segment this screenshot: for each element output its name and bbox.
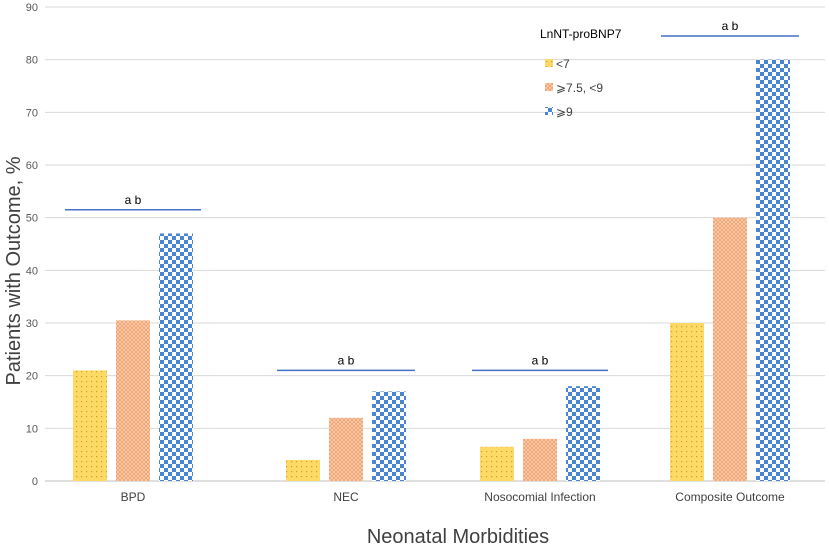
bar: [73, 370, 107, 481]
legend-label: ⩾7.5, <9: [556, 81, 603, 95]
y-tick-label: 60: [26, 160, 38, 172]
y-tick-label: 10: [26, 423, 38, 435]
bar: [523, 438, 557, 481]
x-category-label: Nosocomial Infection: [484, 490, 595, 504]
significance-markers: a b a b a b a b: [65, 19, 799, 372]
legend-swatch: [545, 83, 553, 91]
bar: [329, 417, 363, 481]
y-tick-label: 90: [26, 2, 38, 14]
x-axis-title: Neonatal Morbidities: [367, 526, 549, 548]
legend: LnNT-proBNP7 <7 ⩾7.5, <9 ⩾9: [540, 27, 622, 119]
legend-label: ⩾9: [556, 105, 573, 119]
y-tick-label: 70: [26, 107, 38, 119]
y-tick-label: 40: [26, 265, 38, 277]
legend-swatch: [545, 59, 553, 67]
legend-title: LnNT-proBNP7: [540, 27, 622, 41]
bar: [480, 446, 514, 481]
y-tick-label: 30: [26, 318, 38, 330]
bars: [73, 59, 790, 482]
significance-label: a b: [125, 193, 142, 207]
bar: [116, 320, 150, 481]
y-axis-ticks: 0 10 20 30 40 50 60 70 80 90: [26, 2, 38, 488]
y-tick-label: 80: [26, 55, 38, 67]
y-tick-label: 20: [26, 371, 38, 383]
legend-swatch: [545, 107, 553, 115]
significance-label: a b: [338, 353, 355, 367]
bar: [286, 459, 320, 481]
bar: [566, 386, 600, 481]
bar: [756, 59, 790, 482]
x-category-label: NEC: [333, 490, 359, 504]
bar: [670, 323, 704, 481]
legend-label: <7: [556, 57, 570, 71]
significance-label: a b: [532, 353, 549, 367]
bar: [713, 217, 747, 481]
x-axis-categories: BPD NEC Nosocomial Infection Composite Outc…: [121, 490, 785, 504]
y-tick-label: 50: [26, 213, 38, 225]
y-tick-label: 0: [32, 476, 38, 488]
y-axis-title: Patients with Outcome, %: [3, 156, 25, 385]
x-category-label: BPD: [121, 490, 146, 504]
significance-label: a b: [722, 19, 739, 33]
bar: [159, 233, 193, 481]
x-category-label: Composite Outcome: [675, 490, 785, 504]
bar: [372, 391, 406, 481]
